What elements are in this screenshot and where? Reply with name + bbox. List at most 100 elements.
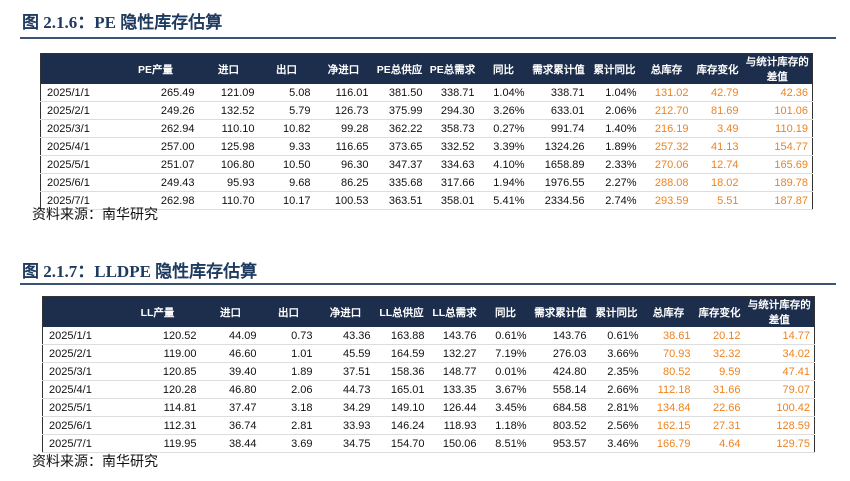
table-cell: 46.80	[200, 380, 261, 399]
table-cell: 126.73	[314, 101, 373, 120]
figure-title: 图 2.1.6：PE 隐性库存估算	[22, 13, 223, 32]
table-cell: 953.57	[530, 434, 591, 453]
header-cell: 累计同比	[590, 296, 643, 327]
table-cell: 294.30	[426, 101, 479, 120]
source-note: 资料来源：南华研究	[32, 206, 158, 222]
table-row: 2025/7/1 262.98 110.70 10.17 100.53 363.51 358…	[40, 191, 813, 210]
table-cell: 3.18	[260, 398, 317, 417]
header-cell: 净进口	[316, 296, 375, 327]
table-cell: 270.06	[640, 155, 693, 174]
table-cell: 31.66	[694, 380, 745, 399]
table-row: 2025/3/1 262.94 110.10 10.82 99.28 362.22 358.…	[40, 119, 813, 138]
table-cell: 358.01	[426, 191, 479, 210]
table-cell: 0.27%	[478, 119, 529, 138]
table-cell: 262.94	[112, 119, 199, 138]
table-cell: 120.85	[114, 362, 201, 381]
table-cell: 3.46%	[590, 434, 643, 453]
header-cell: PE总供应	[372, 53, 427, 84]
table-cell: 110.10	[198, 119, 259, 138]
table-cell: 3.45%	[480, 398, 531, 417]
table-cell: 1.18%	[480, 416, 531, 435]
table-cell: 116.65	[314, 137, 373, 156]
table-cell: 121.09	[198, 84, 259, 102]
table-cell: 362.22	[372, 119, 427, 138]
table-cell: 27.31	[694, 416, 745, 435]
table-cell: 131.02	[640, 84, 693, 102]
table-cell: 2.81%	[590, 398, 643, 417]
table-cell: 132.27	[428, 344, 481, 363]
header-cell: LL总供应	[374, 296, 429, 327]
table-cell: 80.52	[642, 362, 695, 381]
header-cell: 进口	[198, 53, 259, 84]
table-cell: 3.26%	[478, 101, 529, 120]
table-cell: 38.61	[642, 327, 695, 345]
table-cell: 257.32	[640, 137, 693, 156]
table-cell: 2025/3/1	[42, 362, 115, 381]
table-cell: 2025/4/1	[42, 380, 115, 399]
table-cell: 20.12	[694, 327, 745, 345]
table-cell: 684.58	[530, 398, 591, 417]
table-cell: 42.79	[692, 84, 743, 102]
table-cell: 143.76	[530, 327, 591, 345]
table-cell: 424.80	[530, 362, 591, 381]
table-cell: 37.51	[316, 362, 375, 381]
table-cell: 10.82	[258, 119, 315, 138]
table-cell: 112.18	[642, 380, 695, 399]
table-cell: 10.50	[258, 155, 315, 174]
table-cell: 45.59	[316, 344, 375, 363]
table-cell: 110.19	[742, 119, 813, 138]
header-cell: 库存变化	[694, 296, 745, 327]
table-cell: 2025/2/1	[42, 344, 115, 363]
table-cell: 166.79	[642, 434, 695, 453]
table-cell: 149.10	[374, 398, 429, 417]
table-cell: 120.52	[114, 327, 201, 345]
table-cell: 41.13	[692, 137, 743, 156]
table-cell: 2.33%	[588, 155, 641, 174]
table-cell: 2.66%	[590, 380, 643, 399]
table-cell: 39.40	[200, 362, 261, 381]
header-cell	[40, 53, 113, 84]
table-cell: 126.44	[428, 398, 481, 417]
table-cell: 212.70	[640, 101, 693, 120]
table-cell: 2025/1/1	[40, 84, 113, 102]
table-row: 2025/5/1 251.07 106.80 10.50 96.30 347.37 334.…	[40, 155, 813, 174]
table-row: 2025/7/1 119.95 38.44 3.69 34.75 154.70 150.06…	[42, 434, 815, 453]
table-cell: 991.74	[528, 119, 589, 138]
title-rule	[20, 283, 836, 285]
table-cell: 5.41%	[478, 191, 529, 210]
table-cell: 118.93	[428, 416, 481, 435]
table-row: 2025/5/1 114.81 37.47 3.18 34.29 149.10 126.44…	[42, 398, 815, 417]
table-cell: 249.43	[112, 173, 199, 192]
header-cell: 与统计库存的差值	[744, 296, 815, 327]
header-cell: 总库存	[640, 53, 693, 84]
table-row: 2025/6/1 249.43 95.93 9.68 86.25 335.68 317.66…	[40, 173, 813, 192]
header-cell: PE产量	[112, 53, 199, 84]
table-cell: 119.00	[114, 344, 201, 363]
table-cell: 633.01	[528, 101, 589, 120]
table-cell: 2025/6/1	[40, 173, 113, 192]
table-cell: 3.49	[692, 119, 743, 138]
header-cell: LL产量	[114, 296, 201, 327]
table-cell: 1.04%	[588, 84, 641, 102]
table-cell: 187.87	[742, 191, 813, 210]
table-cell: 8.51%	[480, 434, 531, 453]
table-cell: 3.67%	[480, 380, 531, 399]
table-cell: 347.37	[372, 155, 427, 174]
table-cell: 162.15	[642, 416, 695, 435]
table-cell: 2025/7/1	[42, 434, 115, 453]
table-cell: 70.93	[642, 344, 695, 363]
header-cell: LL总需求	[428, 296, 481, 327]
table-cell: 1658.89	[528, 155, 589, 174]
table-cell: 119.95	[114, 434, 201, 453]
table-cell: 2025/1/1	[42, 327, 115, 345]
table-cell: 44.73	[316, 380, 375, 399]
table-cell: 116.01	[314, 84, 373, 102]
table-cell: 47.41	[744, 362, 815, 381]
table-cell: 146.24	[374, 416, 429, 435]
table-cell: 165.01	[374, 380, 429, 399]
table-row: 2025/1/1 265.49 121.09 5.08 116.01 381.50 338.…	[40, 84, 813, 102]
header-cell: 净进口	[314, 53, 373, 84]
table-cell: 18.02	[692, 173, 743, 192]
table-cell: 128.59	[744, 416, 815, 435]
source-note: 资料来源：南华研究	[32, 453, 158, 469]
